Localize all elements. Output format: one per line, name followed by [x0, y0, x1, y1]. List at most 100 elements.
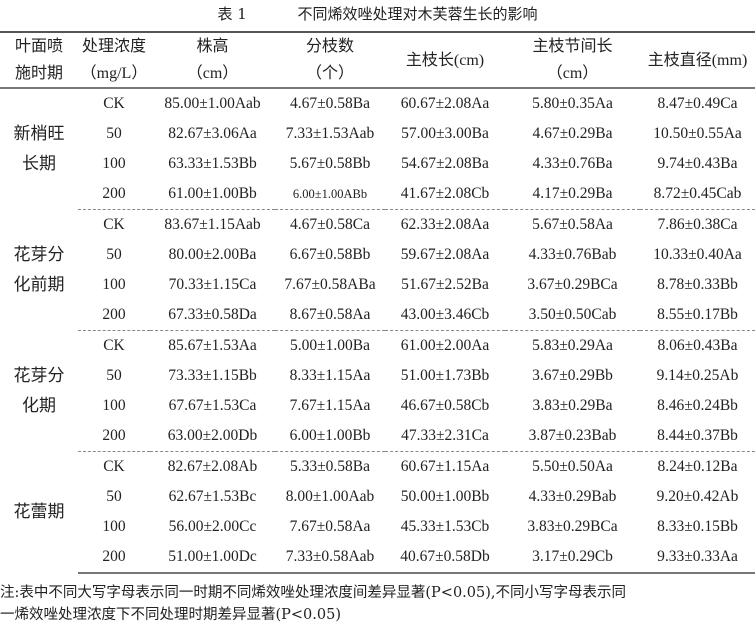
- column-header: 叶面喷: [14, 38, 63, 55]
- value-cell: 8.44±0.37Bb: [640, 421, 755, 452]
- value-cell: 63.00±2.00Db: [150, 421, 275, 452]
- period-label-line: 新梢旺: [13, 124, 65, 144]
- value-cell: 5.67±0.58Aa: [532, 216, 613, 233]
- value-cell: 9.20±0.42Ab: [656, 488, 739, 505]
- table-row: 100 70.33±1.15Ca 7.67±0.58ABa 51.67±2.52Ba 3…: [0, 270, 755, 300]
- value-cell: 8.55±0.17Bb: [640, 300, 755, 331]
- value-cell: 45.33±1.53Cb: [400, 518, 490, 535]
- concentration-cell: 200: [78, 179, 150, 210]
- value-cell: 51.00±1.00Dc: [150, 542, 275, 574]
- value-cell: 8.06±0.43Ba: [657, 337, 738, 354]
- value-cell: 54.67±2.08Ba: [401, 155, 489, 172]
- value-cell: 7.67±0.58ABa: [284, 276, 376, 293]
- period-label-line: 化前期: [13, 275, 65, 294]
- value-cell: 80.00±2.00Ba: [168, 246, 257, 263]
- value-cell: 8.78±0.33Bb: [657, 276, 738, 293]
- value-cell: 5.50±0.50Aa: [532, 458, 613, 475]
- value-cell: 7.67±0.58Aa: [289, 518, 371, 535]
- table-row: 50 82.67±3.06Aa 7.33±1.53Aab 57.00±3.00Ba 4.…: [0, 119, 755, 149]
- table-row: 200 61.00±1.00Bb 6.00±1.00ABb 41.67±2.08Cb 4…: [0, 179, 755, 210]
- column-header-unit: （cm）: [186, 65, 239, 82]
- value-cell: 62.67±1.53Bc: [168, 488, 257, 505]
- value-cell: 8.33±0.15Bb: [657, 518, 738, 535]
- concentration-cell: 100: [102, 155, 126, 172]
- period-cell: 花芽分 化前期: [0, 210, 78, 331]
- value-cell: 8.46±0.24Bb: [657, 397, 738, 414]
- value-cell: 8.00±1.00Aab: [285, 488, 375, 505]
- concentration-cell: CK: [103, 95, 125, 112]
- value-cell: 85.00±1.00Aab: [164, 95, 261, 112]
- concentration-cell: 200: [78, 542, 150, 574]
- value-cell: 60.67±2.08Aa: [400, 95, 490, 112]
- value-cell: 50.00±1.00Bb: [400, 488, 490, 505]
- value-cell: 4.17±0.29Ba: [505, 179, 640, 210]
- concentration-cell: 100: [102, 276, 126, 293]
- value-cell: 4.67±0.58Ba: [290, 95, 370, 112]
- table-row: 200 63.00±2.00Db 6.00±1.00Bb 47.33±2.31Ca 3.…: [0, 421, 755, 452]
- value-cell: 3.17±0.29Cb: [505, 542, 640, 574]
- value-cell: 83.67±1.15Aab: [164, 216, 261, 233]
- value-cell: 7.67±1.15Aa: [289, 397, 371, 414]
- value-cell: 7.33±1.53Aab: [285, 125, 375, 142]
- concentration-cell: 100: [102, 518, 126, 535]
- table-row: 花蕾期 CK 82.67±2.08Ab 5.33±0.58Ba 60.67±1.15Aa…: [0, 452, 755, 521]
- table-row: 新梢旺长期 CK 85.00±1.00Aab 4.67±0.58Ba 60.67±2.0…: [0, 88, 755, 173]
- period-cell: 花芽分 化期: [0, 331, 78, 452]
- value-cell: 82.67±3.06Aa: [168, 125, 257, 142]
- column-header-unit: 施时期: [14, 65, 63, 82]
- table-row: 100 56.00±2.00Cc 7.67±0.58Aa 45.33±1.53Cb 3.…: [0, 512, 755, 542]
- value-cell: 7.33±0.58Aab: [275, 542, 385, 574]
- value-cell: 82.67±2.08Ab: [167, 458, 258, 475]
- value-cell: 61.00±1.00Bb: [150, 179, 275, 210]
- value-cell: 47.33±2.31Ca: [385, 421, 505, 452]
- value-cell: 61.00±2.00Aa: [400, 337, 490, 354]
- value-cell: 8.24±0.12Ba: [657, 458, 738, 475]
- value-cell: 3.83±0.29BCa: [527, 518, 618, 535]
- table-number: 表 1: [217, 5, 247, 23]
- value-cell: 8.33±1.15Aa: [289, 367, 371, 384]
- table-footnote: 注:表中不同大写字母表示同一时期不同烯效唑处理浓度间差异显著(P<0.05),不…: [0, 582, 755, 626]
- period-label-line: 花芽分: [13, 245, 65, 264]
- value-cell: 41.67±2.08Cb: [385, 179, 505, 210]
- value-cell: 73.33±1.15Bb: [168, 367, 257, 384]
- value-cell: 56.00±2.00Cc: [168, 518, 257, 535]
- concentration-cell: 200: [78, 300, 150, 331]
- value-cell: 70.33±1.15Ca: [168, 276, 257, 293]
- value-cell: 6.00±1.00Bb: [275, 421, 385, 452]
- column-header: 主枝直径(mm): [647, 51, 748, 69]
- table-row: 50 80.00±2.00Ba 6.67±0.58Bb 59.67±2.08Aa 4.3…: [0, 240, 755, 270]
- concentration-cell: CK: [103, 458, 125, 475]
- value-cell: 5.83±0.29Aa: [532, 337, 613, 354]
- footnote-line-2: 一烯效唑处理浓度下不同处理时期差异显著(P<0.05): [0, 607, 342, 623]
- value-cell: 57.00±3.00Ba: [401, 125, 489, 142]
- period-label-line: 长期: [22, 154, 56, 174]
- value-cell: 4.33±0.29Bab: [528, 488, 617, 505]
- value-cell: 7.86±0.38Ca: [657, 216, 738, 233]
- period-label-line: 化期: [22, 396, 56, 415]
- value-cell: 46.67±0.58Cb: [400, 397, 490, 414]
- value-cell: 4.67±0.29Ba: [532, 125, 613, 142]
- value-cell: 10.50±0.55Aa: [653, 125, 742, 142]
- table-row: 花芽分 化期 CK 85.67±1.53Aa 5.00±1.00Ba 61.00±2.00…: [0, 331, 755, 415]
- value-cell: 4.33±0.76Ba: [532, 155, 613, 172]
- value-cell: 6.67±0.58Bb: [289, 246, 371, 263]
- table-row: 200 67.33±0.58Da 8.67±0.58Aa 43.00±3.46Cb 3.…: [0, 300, 755, 331]
- concentration-cell: 50: [106, 125, 122, 142]
- value-cell: 8.72±0.45Cab: [640, 179, 755, 210]
- value-cell: 51.67±2.52Ba: [401, 276, 489, 293]
- value-cell: 43.00±3.46Cb: [385, 300, 505, 331]
- value-cell: 5.00±1.00Ba: [290, 337, 370, 354]
- value-cell: 4.67±0.58Ca: [290, 216, 370, 233]
- value-cell: 3.67±0.29BCa: [527, 276, 618, 293]
- concentration-cell: 200: [78, 421, 150, 452]
- column-header: 分枝数: [305, 38, 354, 55]
- value-cell: 62.33±2.08Aa: [400, 216, 490, 233]
- footnote-line-1: 注:表中不同大写字母表示同一时期不同烯效唑处理浓度间差异显著(P<0.05),不…: [0, 585, 626, 601]
- growth-table: 叶面喷 处理浓度 株高 分枝数 主枝长(cm) 主枝节间长 主枝直径(mm) 施时期 （mg/…: [0, 31, 755, 574]
- period-cell: 花蕾期: [0, 452, 78, 574]
- value-cell: 9.14±0.25Ab: [656, 367, 739, 384]
- value-cell: 5.67±0.58Bb: [289, 155, 371, 172]
- period-label-line: 花芽分: [13, 366, 65, 385]
- concentration-cell: CK: [103, 337, 125, 354]
- table-caption: 表 1 不同烯效唑处理对木芙蓉生长的影响: [0, 0, 755, 31]
